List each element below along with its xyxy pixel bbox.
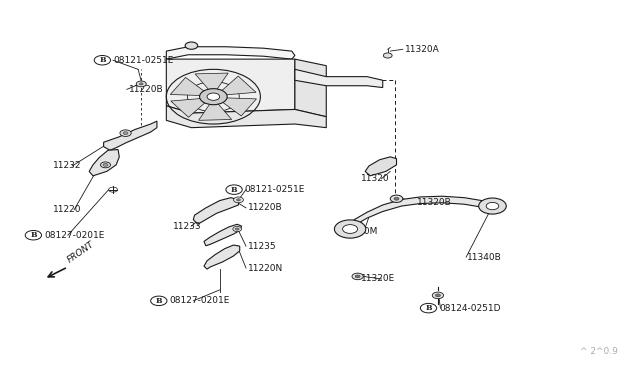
Text: 11235: 11235 [248,242,276,251]
Circle shape [120,130,131,137]
Polygon shape [365,157,397,176]
Polygon shape [193,198,239,224]
Text: ^ 2^0.9: ^ 2^0.9 [580,347,618,356]
Polygon shape [204,245,240,269]
Text: 11320E: 11320E [361,275,395,283]
Text: 11220N: 11220N [248,263,283,273]
Text: 08121-0251E: 08121-0251E [244,185,305,194]
Circle shape [233,227,242,231]
Circle shape [100,162,111,168]
Text: B: B [425,304,432,312]
Text: 08127-0201E: 08127-0201E [44,231,104,240]
Text: 11320B: 11320B [417,198,452,207]
Text: B: B [231,186,237,194]
Circle shape [435,294,440,297]
Circle shape [237,199,241,201]
Circle shape [394,197,399,200]
Circle shape [140,83,143,85]
Text: 08127-0201E: 08127-0201E [170,296,230,305]
Text: 11232: 11232 [54,161,82,170]
Circle shape [486,202,499,210]
Polygon shape [295,59,326,117]
Polygon shape [345,196,494,232]
Circle shape [352,273,364,280]
Polygon shape [166,59,295,113]
Polygon shape [295,69,383,87]
Circle shape [383,53,392,58]
Polygon shape [166,47,295,59]
Circle shape [236,228,239,230]
Polygon shape [198,103,232,120]
Circle shape [185,42,198,49]
Polygon shape [89,150,119,176]
Text: 11340B: 11340B [467,253,502,262]
Text: 11233: 11233 [173,222,201,231]
Polygon shape [171,98,206,117]
Polygon shape [204,224,242,246]
Circle shape [234,197,243,203]
Text: B: B [156,297,162,305]
Text: 11320: 11320 [361,174,389,183]
Circle shape [479,198,506,214]
Polygon shape [195,73,228,90]
Text: B: B [30,231,36,239]
Circle shape [136,81,147,87]
Circle shape [123,132,128,135]
Text: 11320A: 11320A [404,45,440,54]
Circle shape [103,163,108,166]
Circle shape [355,275,360,278]
Polygon shape [104,121,157,150]
Polygon shape [221,76,256,95]
Circle shape [432,292,444,299]
Text: 11340M: 11340M [342,227,378,236]
Circle shape [342,225,358,233]
Circle shape [200,89,227,105]
Circle shape [335,220,366,238]
Text: 08124-0251D: 08124-0251D [439,304,500,312]
Text: 08121-0251E: 08121-0251E [113,56,173,65]
Polygon shape [166,106,326,128]
Text: B: B [99,56,106,64]
Circle shape [207,93,220,100]
Circle shape [390,195,403,202]
Polygon shape [170,77,205,96]
Text: 11220B: 11220B [248,203,282,212]
Polygon shape [221,98,257,116]
Text: FRONT: FRONT [66,239,97,264]
Text: 11220: 11220 [54,205,82,214]
Text: 11220B: 11220B [129,85,163,94]
